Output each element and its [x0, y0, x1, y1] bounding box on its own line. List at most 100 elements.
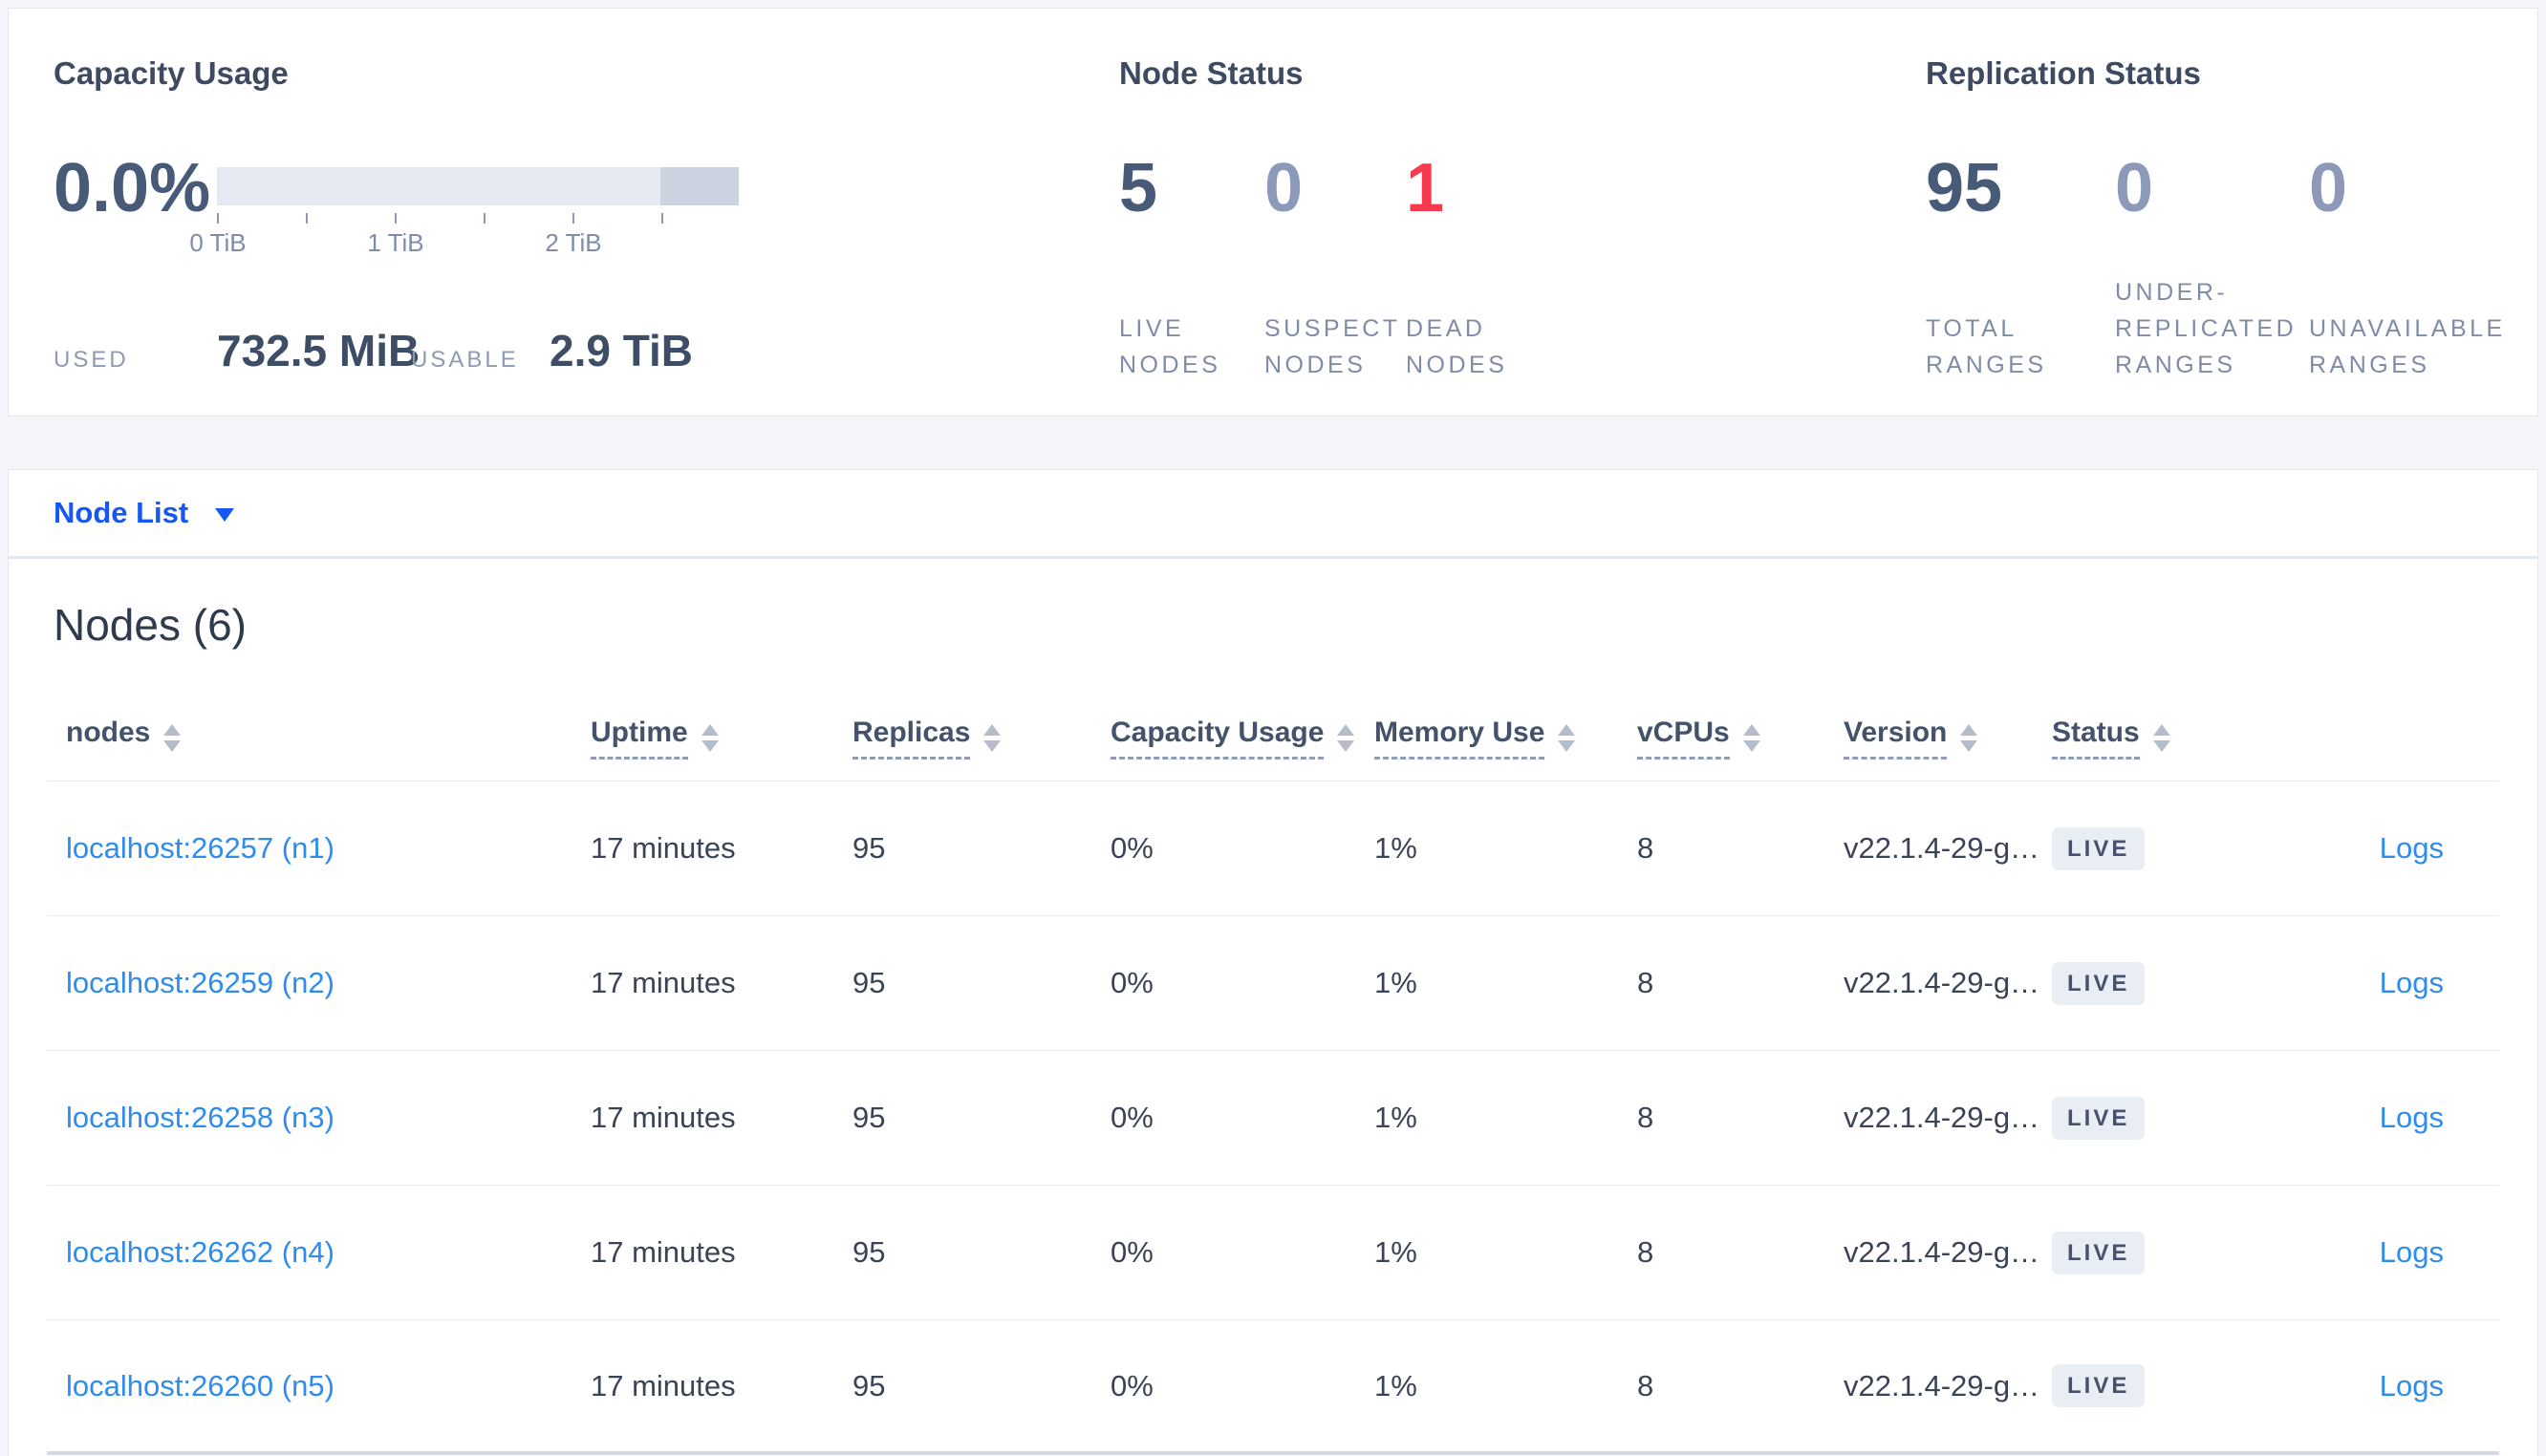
replicas-cell: 95 [852, 1235, 886, 1269]
table-row: localhost:26259 (n2) 17 minutes 95 0% 1%… [47, 916, 2499, 1051]
sort-icon[interactable] [701, 724, 719, 752]
cluster-summary-card: Capacity Usage 0.0% 0 TiB 1 TiB 2 TiB US… [8, 8, 2538, 417]
capacity-tick-label: 2 TiB [545, 228, 602, 257]
capacity-tick [572, 213, 574, 224]
logs-link[interactable]: Logs [2379, 831, 2444, 865]
logs-link[interactable]: Logs [2379, 1101, 2444, 1134]
version-cell: v22.1.4-29-g… [1844, 1368, 2040, 1402]
uptime-cell: 17 minutes [591, 1101, 736, 1134]
capacity-tick-label: 1 TiB [367, 228, 424, 257]
table-row: localhost:26258 (n3) 17 minutes 95 0% 1%… [47, 1051, 2499, 1186]
logs-link[interactable]: Logs [2379, 1368, 2444, 1402]
capacity-tick [306, 213, 308, 224]
replicas-cell: 95 [852, 966, 886, 999]
uptime-cell: 17 minutes [591, 1368, 736, 1402]
column-header-replicas[interactable]: Replicas [833, 716, 1091, 760]
sort-icon[interactable] [163, 724, 182, 752]
node-link[interactable]: localhost:26259 (n2) [66, 966, 334, 999]
replication-status-panel: Replication Status 95 0 0 TOTAL RANGES U… [1926, 54, 2537, 395]
node-status-panel: Node Status 5 0 1 LIVE NODES SUSPECT NOD… [1119, 54, 1845, 395]
sort-icon[interactable] [1558, 724, 1576, 752]
node-list-dropdown-label: Node List [54, 496, 189, 529]
column-header-vcpus[interactable]: vCPUs [1618, 716, 1824, 760]
logs-link[interactable]: Logs [2379, 1235, 2444, 1269]
capacity-tick [661, 213, 663, 224]
under-replicated-ranges-label: UNDER- REPLICATED RANGES [2115, 279, 2298, 378]
node-link[interactable]: localhost:26260 (n5) [66, 1368, 334, 1402]
live-nodes-count: 5 [1119, 150, 1158, 226]
capacity-usage-title: Capacity Usage [54, 55, 289, 91]
version-cell: v22.1.4-29-g… [1844, 966, 2040, 999]
column-header-status[interactable]: Status [2033, 716, 2276, 760]
uptime-cell: 17 minutes [591, 966, 736, 999]
replicas-cell: 95 [852, 1101, 886, 1134]
status-badge: LIVE [2052, 1364, 2146, 1407]
capacity-usage-cell: 0% [1111, 831, 1154, 865]
version-cell: v22.1.4-29-g… [1844, 1235, 2040, 1269]
nodes-table-card: Nodes (6) nodes Uptime Replicas Capacity… [8, 558, 2538, 1456]
node-link[interactable]: localhost:26257 (n1) [66, 831, 334, 865]
status-badge: LIVE [2052, 961, 2146, 1005]
capacity-usable-label: USABLE [411, 347, 519, 373]
uptime-cell: 17 minutes [591, 831, 736, 865]
version-cell: v22.1.4-29-g… [1844, 831, 2040, 865]
replicas-cell: 95 [852, 1368, 886, 1402]
replication-status-title: Replication Status [1926, 55, 2201, 91]
table-row: localhost:26257 (n1) 17 minutes 95 0% 1%… [47, 782, 2499, 916]
sort-icon[interactable] [1337, 724, 1355, 752]
capacity-tick [395, 213, 397, 224]
under-replicated-ranges-count: 0 [2115, 150, 2154, 226]
vcpus-cell: 8 [1637, 1101, 1654, 1134]
uptime-cell: 17 minutes [591, 1235, 736, 1269]
column-header-capacity-usage[interactable]: Capacity Usage [1091, 716, 1355, 760]
column-header-uptime[interactable]: Uptime [572, 716, 833, 760]
node-list-dropdown[interactable]: Node List [54, 496, 235, 530]
view-selector-bar: Node List [8, 469, 2538, 558]
nodes-table-header-row: nodes Uptime Replicas Capacity Usage Mem… [47, 651, 2499, 782]
capacity-usage-panel: Capacity Usage 0.0% 0 TiB 1 TiB 2 TiB US… [54, 54, 1057, 395]
capacity-gauge-bar [217, 167, 739, 205]
capacity-tick [484, 213, 485, 224]
capacity-usage-cell: 0% [1111, 966, 1154, 999]
dead-nodes-count: 1 [1406, 150, 1445, 226]
status-badge: LIVE [2052, 1231, 2146, 1274]
capacity-used-value: 732.5 MiB [217, 326, 421, 375]
capacity-used-percent: 0.0% [54, 150, 211, 226]
sort-icon[interactable] [983, 724, 1002, 752]
column-header-logs [2276, 716, 2499, 760]
memory-use-cell: 1% [1374, 966, 1417, 999]
node-status-title: Node Status [1119, 55, 1304, 91]
capacity-usable-value: 2.9 TiB [550, 326, 693, 375]
memory-use-cell: 1% [1374, 831, 1417, 865]
node-link[interactable]: localhost:26258 (n3) [66, 1101, 334, 1134]
sort-icon[interactable] [2152, 724, 2170, 752]
vcpus-cell: 8 [1637, 1235, 1654, 1269]
suspect-nodes-label: SUSPECT NODES [1264, 315, 1401, 378]
logs-link[interactable]: Logs [2379, 966, 2444, 999]
table-row: localhost:26260 (n5) 17 minutes 95 0% 1%… [47, 1320, 2499, 1455]
replicas-cell: 95 [852, 831, 886, 865]
column-header-memory-use[interactable]: Memory Use [1355, 716, 1618, 760]
unavailable-ranges-label: UNAVAILABLE RANGES [2309, 315, 2506, 378]
sort-icon[interactable] [1742, 724, 1760, 752]
total-ranges-label: TOTAL RANGES [1926, 315, 2047, 378]
memory-use-cell: 1% [1374, 1368, 1417, 1402]
capacity-used-label: USED [54, 347, 129, 373]
table-row: localhost:26262 (n4) 17 minutes 95 0% 1%… [47, 1186, 2499, 1320]
live-nodes-label: LIVE NODES [1119, 315, 1221, 378]
status-badge: LIVE [2052, 1096, 2146, 1140]
memory-use-cell: 1% [1374, 1101, 1417, 1134]
vcpus-cell: 8 [1637, 831, 1654, 865]
column-header-version[interactable]: Version [1824, 716, 2033, 760]
column-header-nodes[interactable]: nodes [47, 716, 572, 760]
node-link[interactable]: localhost:26262 (n4) [66, 1235, 334, 1269]
version-cell: v22.1.4-29-g… [1844, 1101, 2040, 1134]
capacity-tick-label: 0 TiB [189, 228, 247, 257]
capacity-usage-cell: 0% [1111, 1368, 1154, 1402]
capacity-usage-cell: 0% [1111, 1235, 1154, 1269]
chevron-down-icon [215, 508, 235, 522]
capacity-gauge-other-segment [660, 167, 739, 205]
sort-icon[interactable] [1960, 724, 1978, 752]
memory-use-cell: 1% [1374, 1235, 1417, 1269]
status-badge: LIVE [2052, 826, 2146, 870]
